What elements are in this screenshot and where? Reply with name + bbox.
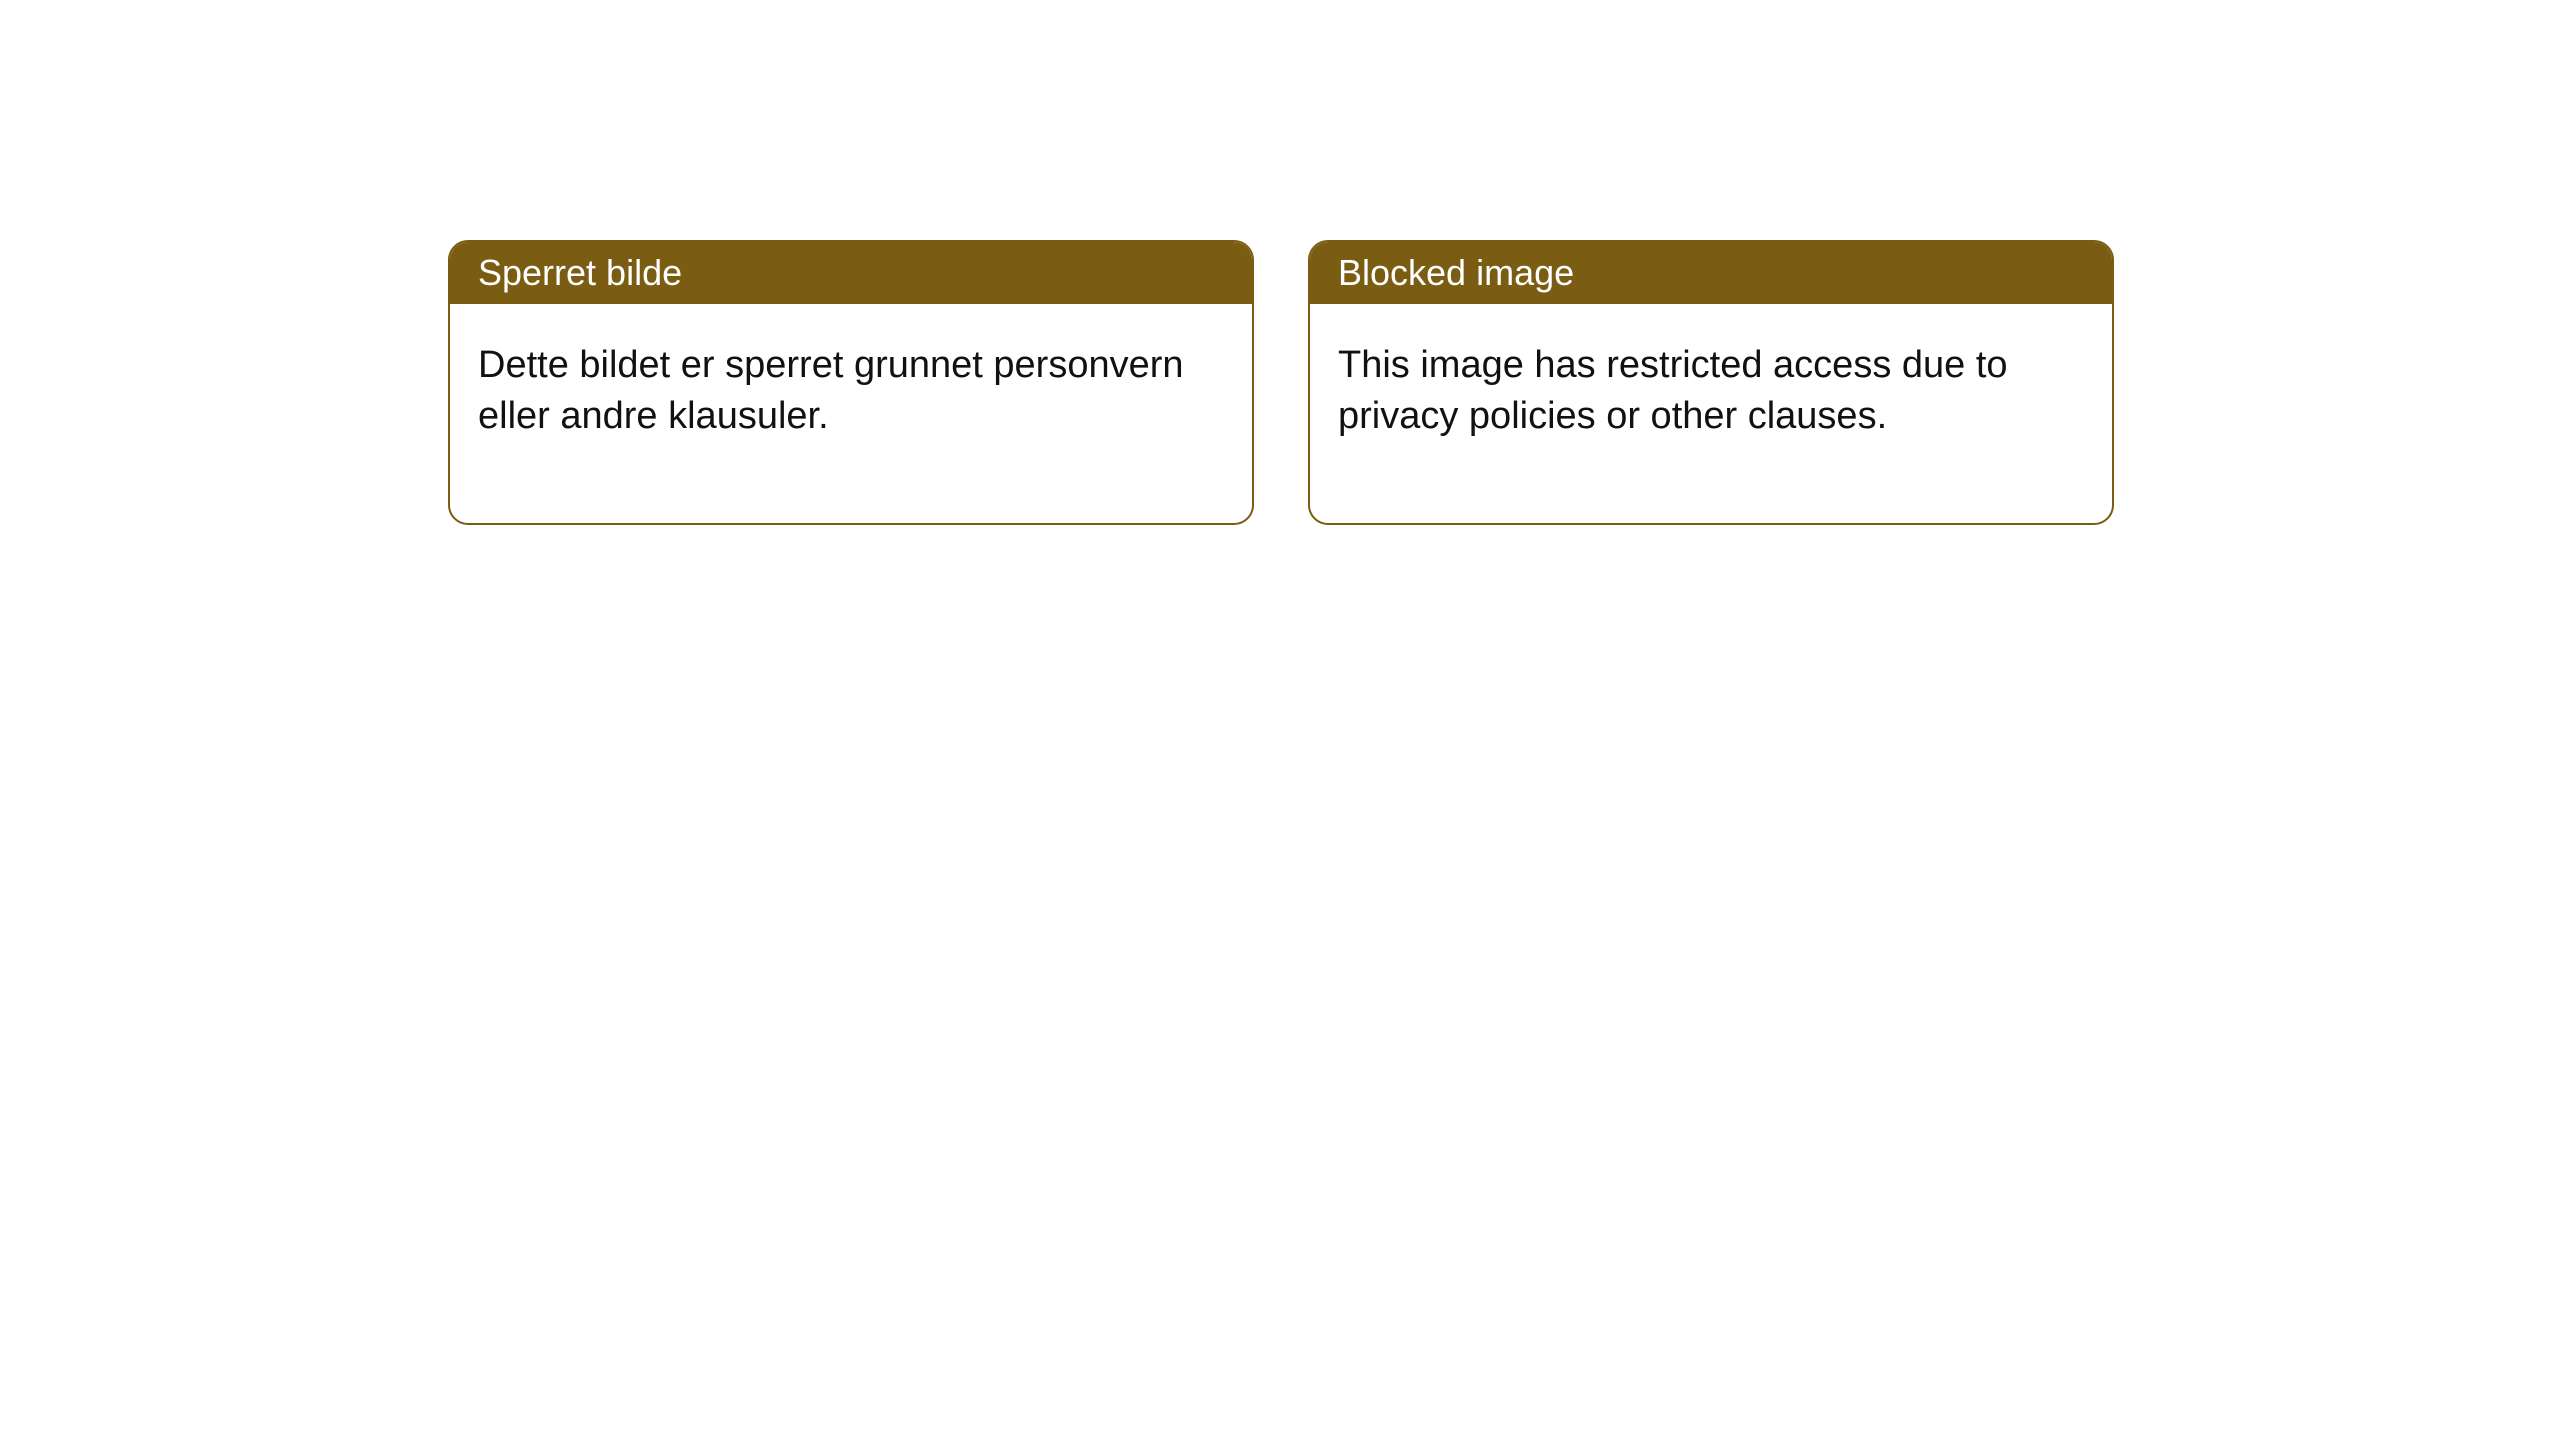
notice-container: Sperret bilde Dette bildet er sperret gr… [0, 0, 2560, 525]
notice-body: Dette bildet er sperret grunnet personve… [450, 304, 1252, 523]
notice-card-english: Blocked image This image has restricted … [1308, 240, 2114, 525]
notice-body-text: Dette bildet er sperret grunnet personve… [478, 344, 1184, 437]
notice-header: Blocked image [1310, 242, 2112, 304]
notice-title: Blocked image [1338, 252, 1574, 293]
notice-body-text: This image has restricted access due to … [1338, 344, 2008, 437]
notice-body: This image has restricted access due to … [1310, 304, 2112, 523]
notice-title: Sperret bilde [478, 252, 682, 293]
notice-card-norwegian: Sperret bilde Dette bildet er sperret gr… [448, 240, 1254, 525]
notice-header: Sperret bilde [450, 242, 1252, 304]
